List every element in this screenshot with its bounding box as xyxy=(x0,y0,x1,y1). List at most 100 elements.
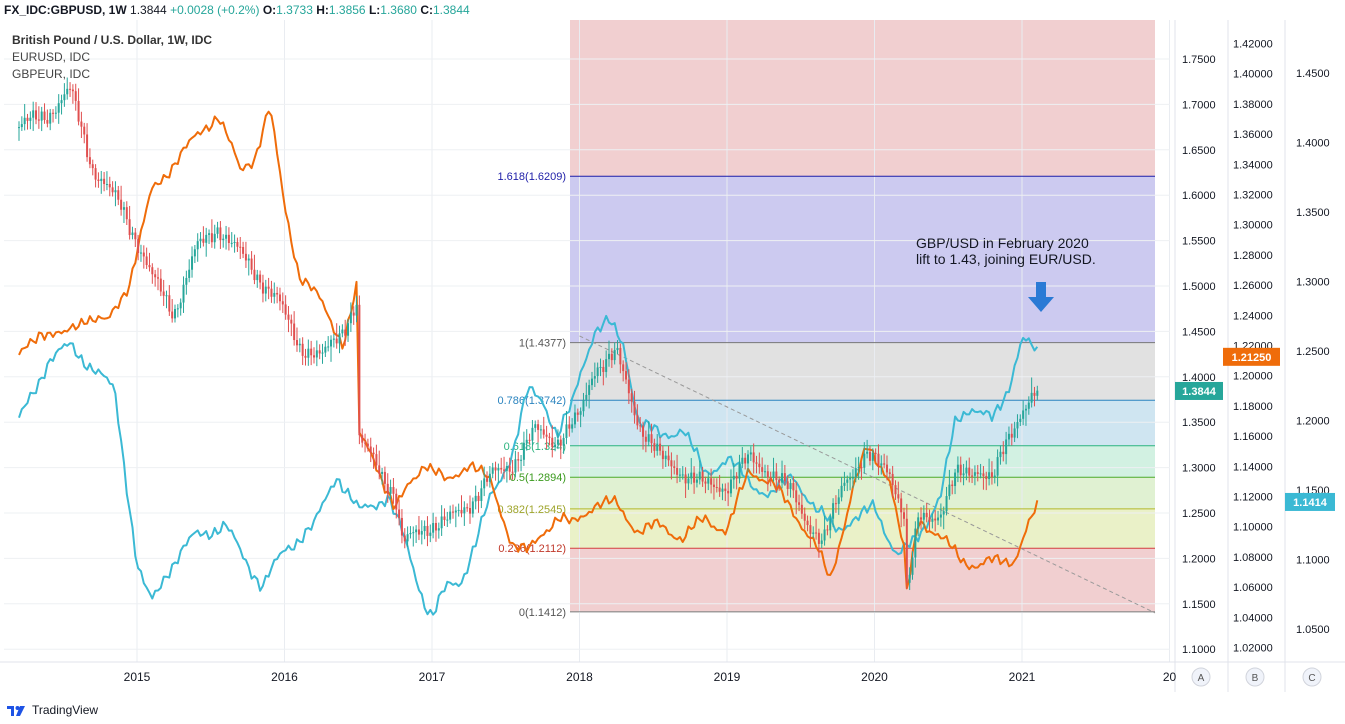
candle-body xyxy=(293,323,296,341)
price-change: +0.0028 (+0.2%) xyxy=(170,3,260,17)
candle-body xyxy=(1007,433,1010,440)
candle-body xyxy=(301,343,304,356)
fib-zone xyxy=(570,342,1155,401)
candle-body xyxy=(324,346,327,353)
candle-body xyxy=(661,450,664,460)
candle-body xyxy=(806,520,809,526)
candle-body xyxy=(37,119,40,121)
candle-body xyxy=(704,481,707,484)
annotation-line-2: lift to 1.43, joining EUR/USD. xyxy=(916,251,1096,267)
candle-body xyxy=(820,540,823,544)
axis-a-tick: 1.7000 xyxy=(1182,99,1216,111)
x-axis-tick: 2021 xyxy=(1009,670,1036,684)
candle-body xyxy=(795,490,798,503)
candle-body xyxy=(60,100,63,104)
axis-c-last-price-bg xyxy=(1285,492,1335,511)
last-price: 1.3844 xyxy=(130,3,167,17)
axis-b-tick: 1.16000 xyxy=(1233,431,1273,443)
candle-body xyxy=(454,510,457,513)
candle-body xyxy=(854,468,857,478)
candle-body xyxy=(724,488,727,491)
candle-body xyxy=(131,232,134,236)
candle-body xyxy=(522,442,525,460)
candle-body xyxy=(474,495,477,502)
candle-body xyxy=(406,534,409,542)
low-label: L: xyxy=(368,3,381,17)
candle-body xyxy=(710,478,713,485)
candle-body xyxy=(647,434,650,442)
candle-body xyxy=(781,473,784,483)
candle-body xyxy=(1013,428,1016,438)
candle-body xyxy=(616,347,619,351)
candle-body xyxy=(823,529,826,541)
candle-body xyxy=(256,274,259,281)
candle-body xyxy=(800,504,803,514)
candle-body xyxy=(315,350,318,358)
axis-b-last-price-bg xyxy=(1223,347,1280,366)
candle-body xyxy=(145,256,148,266)
candle-body xyxy=(193,249,196,257)
candle-body xyxy=(108,183,111,188)
axis-c-tick: 1.2500 xyxy=(1296,346,1330,358)
candle-body xyxy=(440,516,443,529)
candle-body xyxy=(420,531,423,535)
legend-eurusd[interactable]: EURUSD, IDC xyxy=(12,50,91,64)
legend-main-series[interactable]: British Pound / U.S. Dollar, 1W, IDC xyxy=(12,33,213,47)
candle-body xyxy=(66,88,69,95)
candle-body xyxy=(922,512,925,520)
candle-body xyxy=(942,511,945,515)
symbol-label[interactable]: FX_IDC:GBPUSD, 1W xyxy=(4,3,127,17)
candle-body xyxy=(417,529,420,535)
fib-level-label: 0.382(1.2545) xyxy=(498,504,567,516)
candle-body xyxy=(505,466,508,471)
candle-body xyxy=(627,379,630,394)
candle-body xyxy=(94,168,97,180)
candle-body xyxy=(690,472,693,479)
candle-body xyxy=(278,294,281,302)
axis-b-tick: 1.18000 xyxy=(1233,401,1273,413)
axis-b-tick: 1.30000 xyxy=(1233,220,1273,232)
candle-body xyxy=(573,412,576,425)
candle-body xyxy=(735,475,738,479)
candle-body xyxy=(429,532,432,536)
candle-body xyxy=(412,532,415,534)
candle-body xyxy=(866,451,869,454)
candle-body xyxy=(179,302,182,309)
candle-body xyxy=(176,308,179,310)
candle-body xyxy=(775,471,778,481)
candle-body xyxy=(551,437,554,448)
axis-c-tick: 1.2000 xyxy=(1296,416,1330,428)
legend-gbpeur[interactable]: GBPEUR, IDC xyxy=(12,67,91,81)
candle-body xyxy=(381,471,384,474)
candle-body xyxy=(486,478,489,482)
candle-body xyxy=(548,436,551,438)
candle-body xyxy=(71,89,74,92)
tradingview-logo[interactable]: TradingView xyxy=(6,703,98,717)
candle-body xyxy=(917,517,920,529)
candle-body xyxy=(863,453,866,468)
candle-body xyxy=(162,291,165,296)
candle-body xyxy=(897,494,900,499)
candle-body xyxy=(693,472,696,483)
candle-body xyxy=(976,472,979,474)
candle-body xyxy=(857,467,860,469)
open-value: 1.3733 xyxy=(276,3,313,17)
candle-body xyxy=(247,258,250,261)
candle-body xyxy=(576,412,579,415)
axis-a-tick: 1.6500 xyxy=(1182,145,1216,157)
candle-body xyxy=(222,238,225,241)
candle-body xyxy=(809,525,812,534)
candle-body xyxy=(151,267,154,275)
candle-body xyxy=(593,376,596,379)
candle-body xyxy=(43,111,46,120)
candle-body xyxy=(622,364,625,372)
candle-body xyxy=(18,127,20,129)
fib-zone xyxy=(570,508,1155,549)
candle-body xyxy=(369,446,372,453)
axis-toggle-a xyxy=(1191,667,1211,687)
candle-body xyxy=(208,233,211,235)
axis-a-tick: 1.3500 xyxy=(1182,417,1216,429)
brand-label: TradingView xyxy=(32,703,99,717)
candle-body xyxy=(860,467,863,469)
